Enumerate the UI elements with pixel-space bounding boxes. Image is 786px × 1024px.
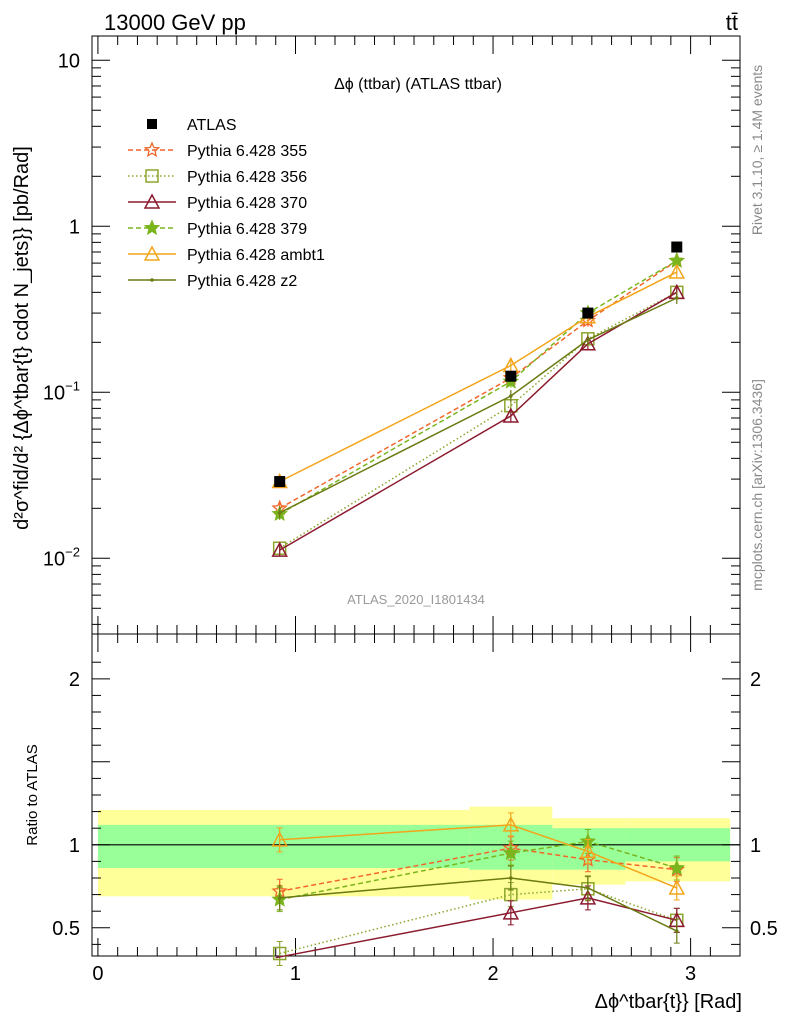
series-line — [279, 291, 678, 551]
header-left: 13000 GeV pp — [104, 10, 246, 35]
ratio-data-point — [271, 831, 288, 847]
legend-marker — [143, 245, 161, 261]
x-tick-label: 1 — [290, 963, 301, 985]
data-point — [502, 407, 520, 423]
ratio-y-tick-label: 2 — [750, 669, 761, 691]
x-axis-label: Δϕ^tbar{t}} [Rad] — [595, 991, 742, 1013]
data-point — [277, 510, 282, 515]
ratio-panel: 0.5 0.5 1 1 2 2 0 1 2 3 — [52, 633, 778, 985]
ratio-y-axis-label: Ratio to ATLAS — [24, 744, 41, 845]
ratio-y-tick-label: 1 — [69, 835, 80, 857]
legend-label: Pythia 6.428 379 — [187, 221, 307, 238]
legend-marker — [150, 278, 154, 282]
ratio-data-point — [579, 842, 597, 859]
legend-marker — [143, 141, 161, 158]
data-point — [586, 338, 590, 342]
data-point — [509, 394, 513, 398]
ratio-data-point — [509, 876, 513, 880]
ratio-frame — [91, 633, 741, 957]
data-point — [668, 263, 686, 279]
x-axis-label-text: Δϕ^tbar{t}} [Rad] — [595, 991, 742, 1013]
ratio-y-tick-label: 2 — [69, 669, 80, 691]
legend-label: Pythia 6.428 355 — [187, 143, 307, 160]
ratio-y-tick-label: 0.5 — [750, 918, 778, 940]
ratio-series-line — [279, 824, 678, 889]
rivet-label: Rivet 3.1.10, ≥ 1.4M events — [749, 65, 765, 235]
y-tick-label: 10−1 — [43, 378, 80, 404]
y-axis-label: d²σ^fid/d² {Δϕ^tbar{t} cdot N_jets}} [pb… — [11, 146, 33, 530]
data-point — [674, 296, 679, 300]
ratio-data-point — [579, 889, 597, 905]
ratio-data-point — [502, 904, 520, 920]
ratio-series-line — [279, 847, 677, 893]
ratio-data-point — [668, 879, 686, 895]
watermark: ATLAS_2020_I1801434 — [347, 592, 485, 607]
legend-label: Pythia 6.428 370 — [187, 195, 307, 212]
atlas-data-point — [274, 476, 286, 488]
ratio-data-point — [502, 816, 520, 832]
main-panel: 10 1 10−1 10−2 — [43, 35, 741, 635]
atlas-data-point — [671, 241, 683, 253]
legend-label: Pythia 6.428 ambt1 — [187, 247, 325, 264]
ratio-data-point — [668, 859, 685, 876]
series-line — [279, 271, 678, 483]
ratio-y-tick-label: 1 — [750, 835, 761, 857]
ratio-data-point — [272, 946, 287, 961]
series-line — [279, 260, 678, 509]
x-tick-label: 3 — [685, 963, 696, 985]
legend-label: ATLAS — [187, 117, 237, 134]
legend-marker — [147, 119, 157, 129]
atlas-data-point — [505, 370, 517, 382]
ratio-data-point — [502, 844, 520, 861]
ratio-series-line — [279, 840, 678, 901]
ratio-data-point — [277, 896, 282, 900]
ratio-y-tick-label: 0.5 — [52, 918, 80, 940]
series-line — [279, 297, 678, 514]
header-right: tt̄ — [726, 10, 738, 35]
ratio-series-line — [275, 897, 677, 959]
y-tick-label: 1 — [69, 216, 80, 238]
chart-title: Δϕ (ttbar) (ATLAS ttbar) — [334, 76, 502, 93]
data-point — [271, 541, 288, 557]
series-line — [279, 291, 678, 549]
y-tick-label: 10−2 — [43, 544, 80, 570]
legend-label: Pythia 6.428 356 — [187, 169, 307, 186]
ratio-data-point — [674, 929, 679, 933]
legend-marker — [143, 193, 161, 209]
x-tick-label: 2 — [487, 963, 498, 985]
legend-marker — [145, 169, 159, 183]
x-tick-label: 0 — [92, 963, 103, 985]
mcplots-label: mcplots.cern.ch [arXiv:1306.3436] — [749, 379, 765, 591]
atlas-data-point — [582, 307, 594, 319]
series-line — [279, 260, 678, 515]
legend: ATLAS Pythia 6.428 355 Pythia 6.428 356 Pyt… — [128, 117, 325, 290]
ratio-data-point — [586, 886, 590, 890]
legend-label: Pythia 6.428 z2 — [187, 273, 297, 290]
ratio-series-line — [279, 888, 678, 955]
ratio-series-line — [279, 877, 678, 932]
y-tick-label: 10 — [58, 50, 80, 72]
legend-marker — [143, 219, 161, 236]
y-axis-label-text: d²σ^fid/d² {Δϕ^tbar{t} cdot N_jets}} [pb… — [11, 146, 33, 530]
